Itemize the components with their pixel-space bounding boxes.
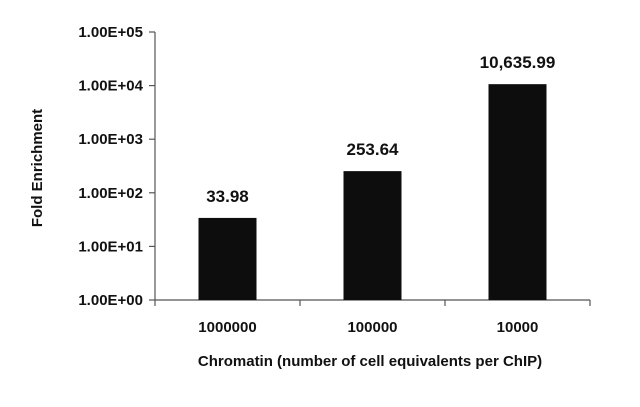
x-axis-title: Chromatin (number of cell equivalents pe… bbox=[198, 353, 542, 370]
data-labels: 33.98 253.64 10,635.99 bbox=[206, 53, 555, 206]
y-tick-label: 1.00E+01 bbox=[78, 238, 143, 255]
bar bbox=[343, 171, 402, 300]
y-tick-label: 1.00E+04 bbox=[78, 78, 143, 95]
x-tick-label: 1000000 bbox=[198, 319, 256, 336]
y-tick-label: 1.00E+00 bbox=[78, 292, 143, 309]
data-label: 10,635.99 bbox=[480, 53, 556, 72]
data-label: 253.64 bbox=[347, 140, 400, 159]
x-axis: 1000000 100000 10000 bbox=[154, 299, 591, 336]
x-tick-label: 100000 bbox=[347, 319, 397, 336]
y-axis: 1.00E+00 1.00E+01 1.00E+02 1.00E+03 1.00E+04… bbox=[78, 24, 156, 309]
y-tick-label: 1.00E+03 bbox=[78, 131, 143, 148]
bar bbox=[488, 84, 547, 300]
y-tick-label: 1.00E+02 bbox=[78, 185, 143, 202]
bar bbox=[198, 217, 257, 300]
y-axis-title: Fold Enrichment bbox=[29, 109, 46, 227]
y-tick-label: 1.00E+05 bbox=[78, 24, 143, 41]
x-tick-label: 10000 bbox=[497, 319, 539, 336]
data-label: 33.98 bbox=[206, 187, 249, 206]
bars bbox=[198, 84, 547, 300]
